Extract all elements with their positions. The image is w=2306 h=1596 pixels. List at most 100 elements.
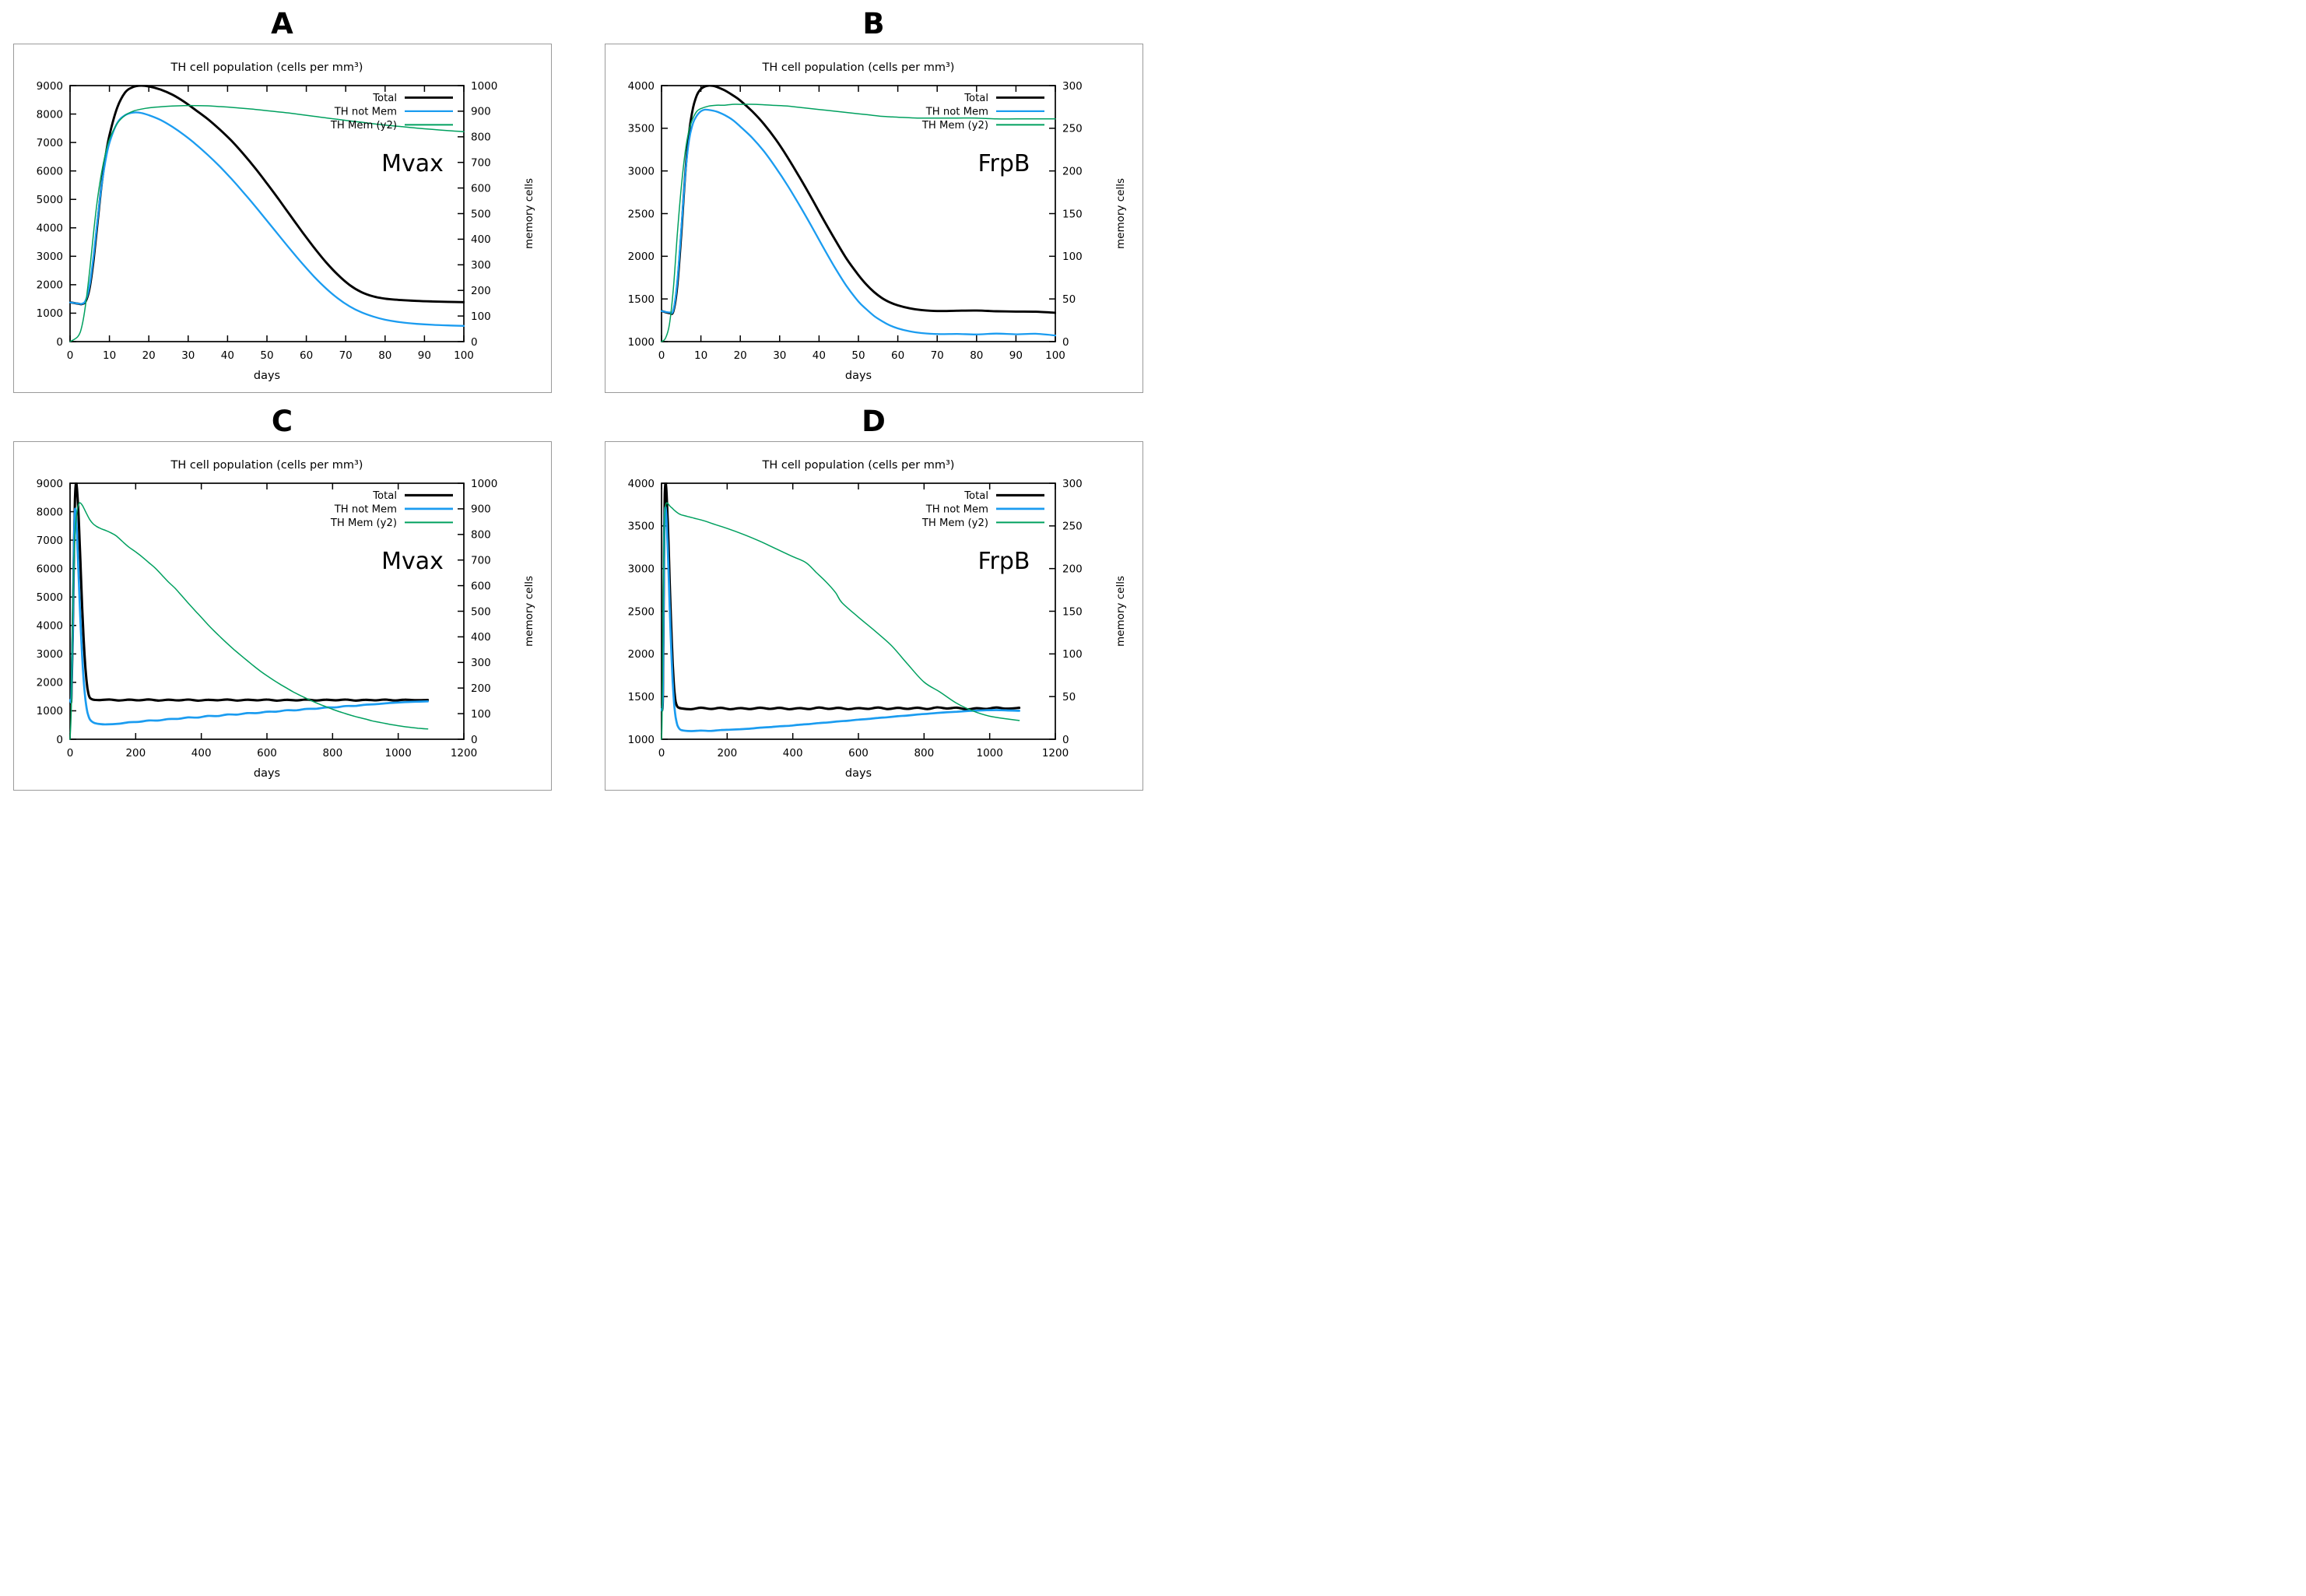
svg-text:400: 400: [471, 233, 491, 246]
svg-text:500: 500: [471, 208, 491, 220]
svg-text:100: 100: [454, 349, 474, 362]
svg-text:50: 50: [260, 349, 273, 362]
svg-text:memory cells: memory cells: [523, 178, 535, 249]
svg-text:0: 0: [1062, 734, 1069, 746]
svg-text:0: 0: [471, 734, 478, 746]
svg-text:600: 600: [471, 182, 491, 195]
svg-text:2500: 2500: [628, 605, 655, 618]
svg-text:700: 700: [471, 555, 491, 567]
svg-text:3000: 3000: [628, 165, 655, 177]
svg-text:200: 200: [1062, 165, 1083, 177]
svg-text:Mvax: Mvax: [381, 150, 444, 177]
svg-text:0: 0: [1062, 336, 1069, 349]
svg-text:7000: 7000: [37, 137, 63, 149]
svg-text:9000: 9000: [37, 80, 63, 93]
svg-text:70: 70: [339, 349, 353, 362]
svg-text:1500: 1500: [628, 691, 655, 703]
svg-text:300: 300: [471, 657, 491, 669]
panel-box-d: TH cell population (cells per mm³) 0 200 40…: [605, 441, 1143, 791]
svg-text:800: 800: [322, 747, 342, 759]
svg-text:70: 70: [931, 349, 944, 362]
svg-text:2000: 2000: [37, 279, 63, 292]
svg-text:7000: 7000: [37, 535, 63, 547]
svg-text:4000: 4000: [37, 223, 63, 235]
svg-text:800: 800: [914, 747, 934, 759]
svg-text:Total: Total: [372, 93, 397, 104]
svg-text:FrpB: FrpB: [978, 548, 1030, 575]
svg-text:80: 80: [970, 349, 983, 362]
svg-text:1500: 1500: [628, 293, 655, 306]
svg-text:150: 150: [1062, 605, 1083, 618]
svg-text:TH not Mem: TH not Mem: [334, 107, 397, 118]
panel-box-b: TH cell population (cells per mm³) 0 10 20 3…: [605, 44, 1143, 393]
svg-text:10: 10: [103, 349, 116, 362]
chart-svg-a: TH cell population (cells per mm³) 0 10 20 3…: [37, 61, 535, 382]
svg-text:1000: 1000: [471, 80, 497, 93]
svg-text:150: 150: [1062, 208, 1083, 220]
svg-text:40: 40: [813, 349, 826, 362]
svg-text:20: 20: [142, 349, 156, 362]
svg-text:1000: 1000: [37, 705, 63, 717]
svg-text:0: 0: [658, 747, 665, 759]
svg-text:days: days: [845, 767, 872, 780]
svg-text:2500: 2500: [628, 208, 655, 220]
svg-text:0: 0: [56, 336, 63, 349]
figure-grid: A TH cell population (cells per mm³) 0 10 2…: [0, 0, 1156, 798]
svg-text:0: 0: [471, 336, 478, 349]
svg-text:6000: 6000: [37, 165, 63, 177]
svg-text:4000: 4000: [628, 478, 655, 490]
svg-text:30: 30: [181, 349, 195, 362]
svg-text:100: 100: [1062, 251, 1083, 263]
svg-text:5000: 5000: [37, 591, 63, 604]
svg-text:TH cell population (cells per: TH cell population (cells per mm³): [170, 459, 363, 472]
svg-text:200: 200: [471, 285, 491, 297]
svg-text:800: 800: [471, 529, 491, 542]
svg-text:8000: 8000: [37, 506, 63, 518]
svg-text:700: 700: [471, 157, 491, 170]
svg-text:200: 200: [125, 747, 146, 759]
svg-text:20: 20: [734, 349, 747, 362]
svg-text:FrpB: FrpB: [978, 150, 1030, 177]
svg-text:60: 60: [300, 349, 313, 362]
svg-text:900: 900: [471, 503, 491, 516]
svg-text:400: 400: [191, 747, 212, 759]
svg-text:900: 900: [471, 106, 491, 118]
svg-text:10: 10: [694, 349, 707, 362]
svg-text:TH cell population (cells per: TH cell population (cells per mm³): [762, 61, 955, 74]
svg-text:4000: 4000: [628, 80, 655, 93]
svg-text:memory cells: memory cells: [523, 576, 535, 647]
svg-text:100: 100: [471, 708, 491, 721]
svg-text:300: 300: [471, 259, 491, 272]
svg-text:0: 0: [67, 349, 74, 362]
svg-text:1000: 1000: [384, 747, 411, 759]
panel-letter-d: D: [862, 405, 886, 438]
svg-text:6000: 6000: [37, 563, 63, 575]
svg-text:200: 200: [471, 682, 491, 695]
svg-text:0: 0: [67, 747, 74, 759]
svg-text:90: 90: [1009, 349, 1023, 362]
svg-text:60: 60: [891, 349, 904, 362]
svg-text:100: 100: [471, 310, 491, 323]
svg-text:3500: 3500: [628, 521, 655, 533]
panel-box-a: TH cell population (cells per mm³) 0 10 20 3…: [13, 44, 552, 393]
svg-text:days: days: [845, 370, 872, 382]
panel-a: A TH cell population (cells per mm³) 0 10 2…: [13, 5, 552, 393]
panel-letter-c: C: [271, 405, 294, 438]
svg-text:1000: 1000: [471, 478, 497, 490]
svg-text:Total: Total: [963, 490, 988, 502]
svg-text:0: 0: [56, 734, 63, 746]
svg-text:memory cells: memory cells: [1114, 178, 1127, 249]
svg-text:40: 40: [221, 349, 234, 362]
svg-text:300: 300: [1062, 478, 1083, 490]
svg-text:50: 50: [1062, 691, 1076, 703]
svg-text:TH cell population (cells per: TH cell population (cells per mm³): [170, 61, 363, 74]
svg-text:2000: 2000: [628, 251, 655, 263]
chart-svg-c: TH cell population (cells per mm³) 0 200 40…: [37, 459, 535, 780]
svg-text:TH not Mem: TH not Mem: [925, 107, 988, 118]
svg-text:800: 800: [471, 132, 491, 144]
svg-text:1200: 1200: [1042, 747, 1069, 759]
svg-text:Total: Total: [372, 490, 397, 502]
svg-text:TH Mem (y2): TH Mem (y2): [330, 517, 397, 529]
svg-text:250: 250: [1062, 123, 1083, 135]
svg-text:1000: 1000: [37, 307, 63, 320]
